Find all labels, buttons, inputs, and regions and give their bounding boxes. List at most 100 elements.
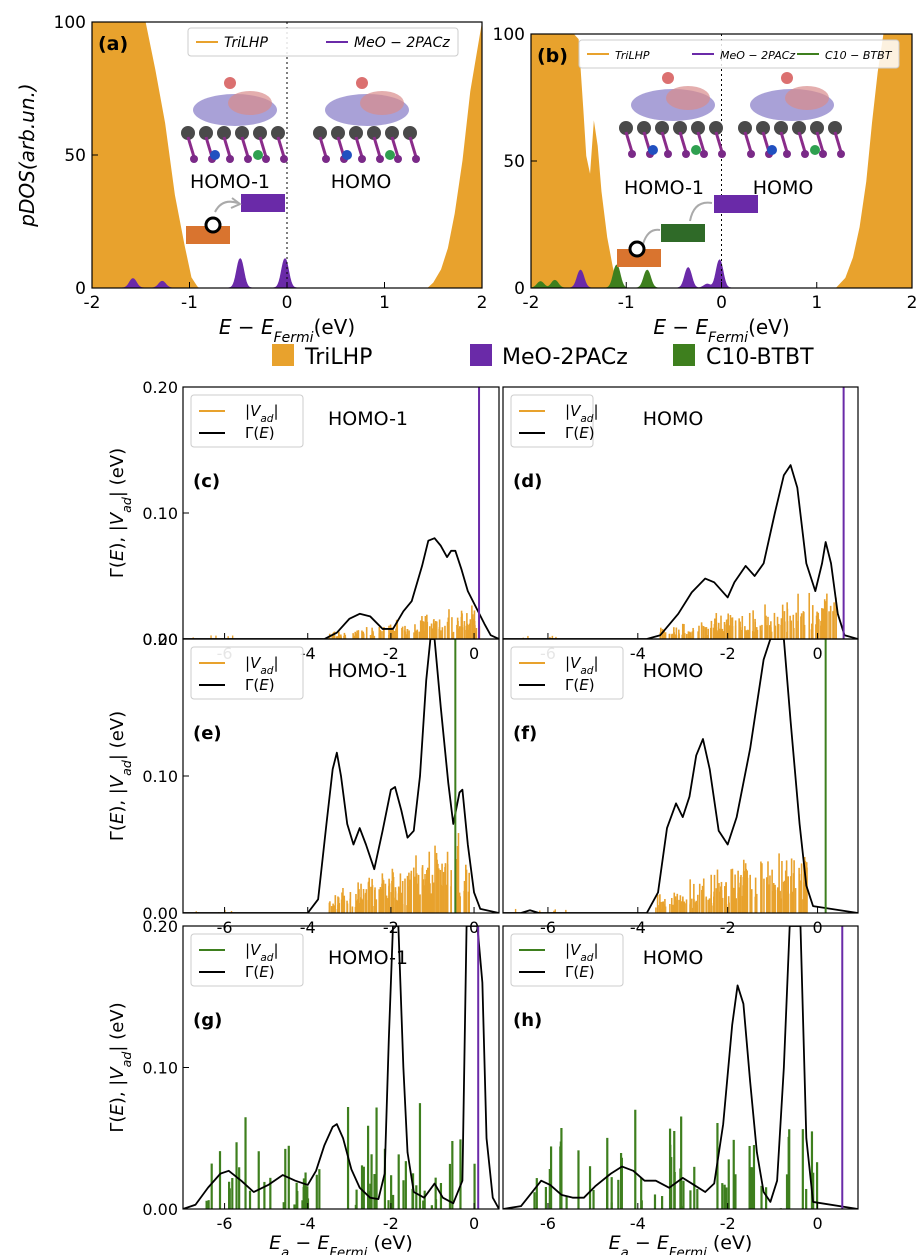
atom: [181, 126, 195, 140]
homo-1-level-box: [617, 249, 661, 267]
molecule-structure-image: [738, 72, 845, 158]
x-tick-label: 1: [379, 293, 390, 313]
annotation-homo-1: HOMO-1: [624, 177, 704, 199]
x-tick-label: -2: [720, 918, 736, 937]
x-tick-label: -2: [720, 644, 736, 663]
x-tick-label: -1: [181, 293, 198, 313]
x-tick-label: -2: [383, 644, 399, 663]
legend-label-vad: |Vad|: [245, 402, 279, 425]
atom: [358, 155, 366, 163]
legend: |Vad|Γ(E): [190, 933, 304, 987]
molecule-structure-image: [313, 77, 420, 163]
atom: [837, 150, 845, 158]
gamma-curve: [183, 537, 499, 639]
plot-area: [503, 387, 858, 639]
atom: [756, 121, 770, 135]
bond: [797, 131, 807, 153]
legend: TriLHP MeO − 2PACz: [187, 27, 459, 57]
gamma-panel-c: -6-4-200.000.100.20Γ(E), |Vad| (eV)(c)HO…: [107, 378, 500, 663]
bond: [779, 131, 789, 153]
gamma-panel-e: -6 -4 -2 0 0.00 0.10 0.20 Γ(E), |Vad| (eV) (e) HO…: [107, 630, 500, 937]
orbital-title: HOMO: [643, 947, 704, 969]
y-axis-label: Γ(E), |Vad| (eV): [107, 711, 134, 841]
annotation-homo: HOMO: [331, 171, 392, 193]
legend-entry-label: MeO − 2PACz: [720, 49, 795, 62]
axes-frame: [502, 925, 859, 1210]
x-axis-label: Ea − EFermi (eV): [269, 1232, 413, 1255]
bond: [186, 136, 196, 158]
bond: [660, 131, 670, 153]
annotation-homo-1: HOMO-1: [190, 171, 270, 193]
legend-label-gamma: Γ(E): [245, 963, 275, 981]
x-tick-label: 0: [716, 293, 727, 313]
plot-area: [183, 639, 499, 913]
atom: [637, 121, 651, 135]
x-tick-label: -4: [300, 644, 316, 663]
bond: [222, 136, 232, 158]
atom: [253, 126, 267, 140]
panel-label: (h): [513, 1010, 542, 1031]
orbital-title: HOMO: [643, 660, 704, 682]
bond: [258, 136, 268, 158]
atom: [655, 121, 669, 135]
orbital-lobe: [666, 86, 710, 110]
atom: [412, 155, 420, 163]
gamma-panel-d: -6-4-20(d)HOMO|Vad|Γ(E): [502, 386, 859, 663]
panel-label: (e): [193, 723, 222, 744]
y-tick-label: 0.00: [142, 904, 178, 923]
legend-swatch-meo: [470, 344, 492, 366]
x-tick-label: 1: [811, 293, 822, 313]
atom: [738, 121, 752, 135]
atom: [385, 126, 399, 140]
atom: [262, 155, 270, 163]
legend-label-vad: |Vad|: [245, 654, 279, 677]
homo-level-box: [714, 195, 758, 213]
atom: [313, 126, 327, 140]
x-tick-label: 0: [469, 644, 479, 663]
plot-area: [503, 639, 858, 913]
x-tick-label: -4: [630, 918, 646, 937]
legend-label-gamma: Γ(E): [245, 676, 275, 694]
legend-label-trilhp: TriLHP: [304, 345, 372, 370]
atom: [385, 150, 395, 160]
atom: [224, 77, 236, 89]
orbital-title: HOMO-1: [328, 660, 408, 682]
atom: [217, 126, 231, 140]
panel-label: (a): [98, 33, 128, 55]
atom: [403, 126, 417, 140]
x-tick-label: -6: [540, 918, 556, 937]
x-axis-label: E − EFermi(eV): [219, 315, 355, 346]
panel-label: (g): [193, 1010, 222, 1031]
x-tick-label: -2: [84, 293, 101, 313]
bond: [390, 136, 400, 158]
y-tick-label: 0: [514, 279, 525, 299]
legend-label-vad: |Vad|: [565, 402, 599, 425]
bond: [354, 136, 364, 158]
x-tick-label: -6: [217, 1214, 233, 1233]
legend-label-gamma: Γ(E): [565, 424, 595, 442]
x-tick-label: -4: [630, 644, 646, 663]
atom: [199, 126, 213, 140]
atom: [691, 145, 701, 155]
y-tick-label: 0.20: [142, 917, 178, 936]
atom: [210, 150, 220, 160]
atom: [810, 121, 824, 135]
legend-label-vad: |Vad|: [565, 941, 599, 964]
legend: |Vad|Γ(E): [510, 646, 624, 700]
legend-label-btbt: C10-BTBT: [706, 345, 814, 370]
x-tick-label: -1: [618, 293, 635, 313]
btbt-level-box: [661, 224, 705, 242]
y-tick-label: 50: [64, 146, 86, 166]
atom: [801, 150, 809, 158]
x-tick-label: 2: [477, 293, 488, 313]
gamma-curve: [503, 464, 858, 639]
atom: [226, 155, 234, 163]
arrow-icon: [214, 200, 239, 213]
legend-label-gamma: Γ(E): [245, 424, 275, 442]
gamma-curve: [183, 639, 499, 913]
bond: [714, 131, 724, 153]
pdos-panel-b: -2 -1 0 1 2 0 50 100 E − EFermi(eV) (b) TriLHP MeO …: [493, 25, 918, 346]
orbital-lobe: [228, 91, 272, 115]
x-tick-label: -6: [217, 918, 233, 937]
legend-label-vad: |Vad|: [565, 654, 599, 677]
